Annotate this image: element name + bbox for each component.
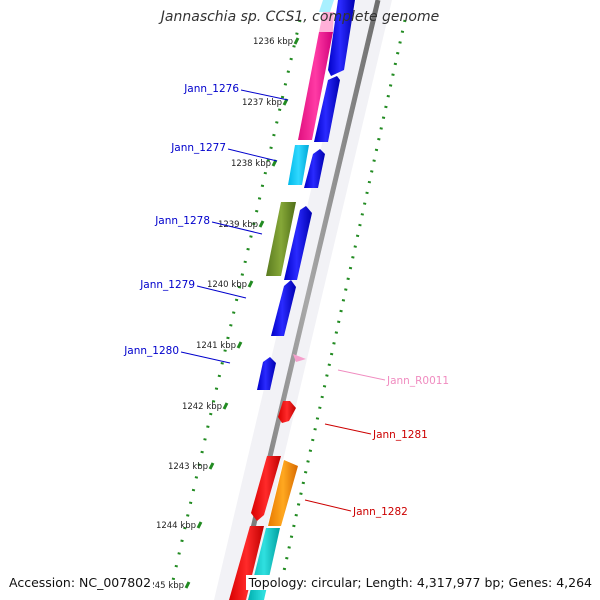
- kbp-tick-label: 1238 kbp: [231, 159, 271, 169]
- kbp-tick-label: 1242 kbp: [182, 402, 222, 412]
- gene-block-pink[interactable]: [298, 32, 333, 140]
- gene-leader-line: [304, 499, 352, 512]
- gene-block-pink-upper[interactable]: [319, 12, 334, 32]
- gene-arrow-cyan-upper[interactable]: [319, 0, 334, 12]
- gene-label[interactable]: Jann_1277: [170, 142, 226, 154]
- gene-block-red-bottom[interactable]: [229, 526, 264, 600]
- kbp-tick-label: 1236 kbp: [253, 37, 293, 47]
- gene-arrow-jann-r0011[interactable]: [293, 354, 306, 362]
- gene-label[interactable]: Jann_1282: [352, 506, 408, 518]
- gene-label[interactable]: Jann_1279: [139, 279, 195, 291]
- gene-label[interactable]: Jann_1280: [123, 345, 179, 357]
- gene-label[interactable]: Jann_1276: [183, 83, 239, 95]
- gene-arrow-jann-1278[interactable]: [284, 206, 312, 280]
- gene-arrow-jann-1281[interactable]: [278, 401, 296, 423]
- topology-text: Topology: circular; Length: 4,317,977 bp…: [245, 575, 592, 590]
- kbp-tick-label: 1245 kbp: [144, 581, 184, 591]
- gene-arrow-jann-1277[interactable]: [304, 149, 325, 188]
- gene-label[interactable]: Jann_R0011: [386, 375, 449, 387]
- gene-label-group: Jann_1276 Jann_1277 Jann_1278 Jann_1279 Jann…: [123, 83, 449, 518]
- gene-arrow-red-lower[interactable]: [251, 456, 281, 521]
- gene-leader-line: [337, 369, 386, 381]
- map-title: Jannaschia sp. CCS1, complete genome: [160, 9, 440, 25]
- kbp-tick-label: 1237 kbp: [242, 98, 282, 108]
- kbp-tick-mark: [184, 581, 191, 589]
- inner-dotted-line: [170, 19, 302, 586]
- kbp-tick-label: 1240 kbp: [207, 280, 247, 290]
- kbp-tick-mark: [247, 280, 254, 288]
- gene-leader-line: [240, 89, 289, 101]
- outer-arc-band: [214, 0, 392, 600]
- gene-leader-line: [196, 285, 247, 299]
- reverse-strand-genes: [229, 12, 334, 600]
- gene-arrow-jann-1276[interactable]: [314, 76, 340, 142]
- gene-arrow-jann-1279[interactable]: [271, 280, 296, 336]
- kbp-tick-group: 1236 kbp 1237 kbp 1238 kbp 1239 kbp 1240 kbp…: [144, 37, 300, 591]
- gene-block-olive[interactable]: [266, 202, 296, 276]
- kbp-tick-label: 1243 kbp: [168, 462, 208, 472]
- kbp-tick-label: 1241 kbp: [196, 341, 236, 351]
- kbp-tick-label: 1239 kbp: [218, 220, 258, 230]
- accession-text: Accession: NC_007802: [9, 575, 154, 590]
- kbp-tick-mark: [293, 37, 300, 45]
- outer-dotted-line: [280, 19, 407, 581]
- gene-arrow-jann-1280[interactable]: [257, 357, 276, 390]
- forward-strand-genes: [257, 0, 355, 390]
- kbp-tick-mark: [208, 462, 215, 470]
- gene-label[interactable]: Jann_1281: [372, 429, 428, 441]
- gene-leader-line: [227, 148, 278, 162]
- gene-arrow-top-blue[interactable]: [328, 0, 355, 76]
- kbp-tick-mark: [196, 521, 203, 529]
- gene-arrow-jann-1282[interactable]: [268, 460, 298, 526]
- kbp-tick-mark: [222, 402, 229, 410]
- kbp-tick-label: 1244 kbp: [156, 521, 196, 531]
- gene-block-cyan[interactable]: [288, 145, 309, 185]
- gene-leader-line: [324, 423, 372, 435]
- gene-label[interactable]: Jann_1278: [154, 215, 210, 227]
- gene-leader-line: [180, 351, 231, 364]
- gene-leader-line: [211, 221, 263, 235]
- kbp-tick-mark: [258, 220, 265, 228]
- kbp-tick-mark: [236, 341, 243, 349]
